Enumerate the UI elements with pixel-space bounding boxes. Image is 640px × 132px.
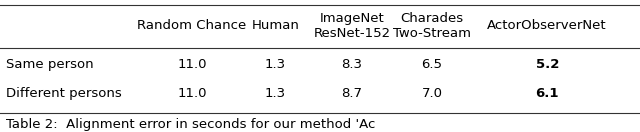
Text: 11.0: 11.0 <box>177 58 207 71</box>
Text: 1.3: 1.3 <box>264 58 286 71</box>
Text: 11.0: 11.0 <box>177 87 207 100</box>
Text: Charades
Two-Stream: Charades Two-Stream <box>393 12 471 40</box>
Text: 5.2: 5.2 <box>536 58 559 71</box>
Text: Random Chance: Random Chance <box>138 19 246 32</box>
Text: 1.3: 1.3 <box>264 87 286 100</box>
Text: 7.0: 7.0 <box>422 87 442 100</box>
Text: ImageNet
ResNet-152: ImageNet ResNet-152 <box>314 12 390 40</box>
Text: 6.5: 6.5 <box>422 58 442 71</box>
Text: 8.3: 8.3 <box>342 58 362 71</box>
Text: Human: Human <box>252 19 299 32</box>
Text: Table 2:  Alignment error in seconds for our method 'Ac: Table 2: Alignment error in seconds for … <box>6 118 376 131</box>
Text: 6.1: 6.1 <box>536 87 559 100</box>
Text: Different persons: Different persons <box>6 87 122 100</box>
Text: Same person: Same person <box>6 58 94 71</box>
Text: ActorObserverNet: ActorObserverNet <box>488 19 607 32</box>
Text: 8.7: 8.7 <box>342 87 362 100</box>
